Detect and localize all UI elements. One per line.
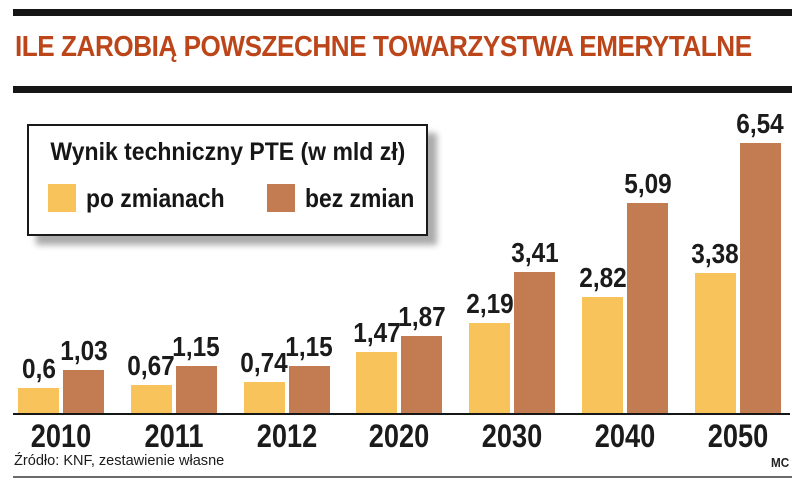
bar-value-label-bez-zmian-2010: 1,03 xyxy=(59,335,108,366)
legend-row: po zmianach bez zmian xyxy=(48,182,429,213)
x-axis-label-2050: 2050 xyxy=(707,418,769,454)
bar-value-label-po-zmianach-2050: 3,38 xyxy=(691,238,740,269)
legend-swatch-bez-zmian xyxy=(267,183,296,212)
x-axis-line xyxy=(13,413,790,415)
bar-po-zmianach-2010 xyxy=(18,388,59,413)
bar-value-label-bez-zmian-2030: 3,41 xyxy=(510,237,559,268)
bar-value-label-po-zmianach-2012: 0,74 xyxy=(240,347,288,378)
x-axis-label-2010: 2010 xyxy=(30,418,92,454)
bar-value-label-bez-zmian-2050: 6,54 xyxy=(736,108,785,139)
source-note: Źródło: KNF, zestawienie własne xyxy=(14,452,225,469)
x-axis-label-2011: 2011 xyxy=(144,418,204,454)
plot-area: 0,6 1,03 2010 0,67 1,15 2011 0,74 1,15 2012 1,47 1… xyxy=(13,100,792,452)
legend-label-po-zmianach: po zmianach xyxy=(86,182,225,213)
bar-value-label-po-zmianach-2011: 0,67 xyxy=(127,350,176,381)
bar-value-label-po-zmianach-2040: 2,82 xyxy=(578,262,627,293)
bar-po-zmianach-2040 xyxy=(582,297,623,413)
bar-value-label-po-zmianach-2020: 1,47 xyxy=(353,317,401,348)
legend-label-bez-zmian: bez zmian xyxy=(305,182,415,213)
legend-item-bez-zmian: bez zmian xyxy=(267,182,429,213)
bar-po-zmianach-2012 xyxy=(243,382,285,413)
bar-bez-zmian-2040 xyxy=(627,203,668,413)
bar-bez-zmian-2012 xyxy=(288,366,330,413)
bar-po-zmianach-2030 xyxy=(469,323,511,413)
legend-title: Wynik techniczny PTE (w mld zł) xyxy=(29,138,426,167)
bar-po-zmianach-2050 xyxy=(694,273,736,413)
legend-swatch-po-zmianach xyxy=(48,183,76,212)
legend-item-po-zmianach: po zmianach xyxy=(48,182,243,213)
credit-initials: MC xyxy=(770,455,789,470)
bar-po-zmianach-2020 xyxy=(356,352,398,413)
bar-value-label-bez-zmian-2020: 1,87 xyxy=(398,301,446,332)
legend-title-text: Wynik techniczny PTE (w mld zł) xyxy=(50,138,405,166)
bar-value-label-bez-zmian-2040: 5,09 xyxy=(623,168,672,199)
bar-bez-zmian-2030 xyxy=(514,272,556,413)
top-rule xyxy=(13,9,792,16)
bar-value-label-po-zmianach-2010: 0,6 xyxy=(21,353,56,384)
bottom-rule xyxy=(13,476,792,478)
legend-box: Wynik techniczny PTE (w mld zł) po zmian… xyxy=(27,124,428,236)
bar-bez-zmian-2010 xyxy=(63,370,104,413)
page-title: ILE ZAROBIĄ POWSZECHNE TOWARZYSTWA EMERY… xyxy=(15,33,794,62)
bar-bez-zmian-2050 xyxy=(739,143,781,413)
x-axis-label-2012: 2012 xyxy=(256,418,317,454)
bar-value-label-po-zmianach-2030: 2,19 xyxy=(465,288,514,319)
bar-po-zmianach-2011 xyxy=(130,385,172,413)
bar-value-label-bez-zmian-2011: 1,15 xyxy=(172,331,221,362)
x-axis-label-2030: 2030 xyxy=(481,418,543,454)
bar-bez-zmian-2011 xyxy=(175,366,217,413)
x-axis-label-2020: 2020 xyxy=(369,418,430,454)
mid-rule xyxy=(13,86,792,93)
bar-bez-zmian-2020 xyxy=(401,336,443,413)
page-title-text: ILE ZAROBIĄ POWSZECHNE TOWARZYSTWA EMERY… xyxy=(15,31,752,63)
bar-value-label-bez-zmian-2012: 1,15 xyxy=(285,331,333,362)
x-axis-label-2040: 2040 xyxy=(594,418,656,454)
